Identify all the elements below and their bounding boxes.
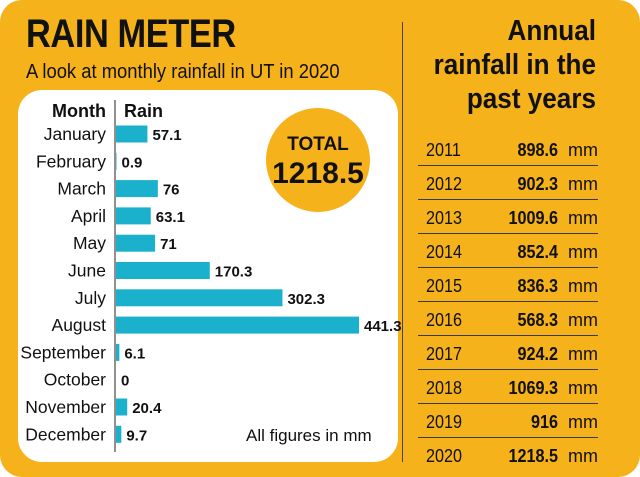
year-label: 2019 [426,412,463,432]
month-label: August [52,315,107,335]
data-label: 57.1 [152,127,181,144]
table-row: 2013 1009.6 mm [418,200,598,234]
table-row: 2018 1069.3 mm [418,370,598,404]
bar [116,289,283,307]
annual-rainfall-title: Annual rainfall in the past years [423,14,596,116]
column-divider [402,22,403,462]
month-label: July [75,288,106,308]
month-label: January [44,124,107,144]
total-label: TOTAL [287,134,349,155]
units-note: All figures in mm [246,426,372,445]
data-label: 6.1 [124,345,145,362]
year-label: 2016 [426,310,463,330]
bar [116,398,128,416]
subtitle: A look at monthly rainfall in UT in 2020 [26,61,340,83]
bar [116,125,148,143]
rainfall-value: 852.4 [517,242,558,262]
rainfall-value: 902.3 [517,174,558,194]
bar [116,234,156,252]
bar [116,316,359,334]
year-label: 2018 [426,378,463,398]
month-label: December [25,424,106,444]
rainfall-value: 1009.6 [508,208,558,228]
table-row: 2016 568.3 mm [418,302,598,336]
year-label: 2014 [426,242,463,262]
data-label: 0 [121,373,129,390]
rainfall-value: 836.3 [517,276,558,296]
rain-column-header: Rain [124,101,163,121]
unit-label: mm [568,140,598,160]
month-label: October [44,370,106,390]
data-label: 441.3 [364,318,402,335]
data-label: 20.4 [132,400,162,417]
data-label: 71 [160,236,177,253]
month-label: May [73,233,106,253]
bar [116,343,120,361]
annual-title-line: Annual [507,15,596,47]
unit-label: mm [568,344,598,364]
rainfall-value: 924.2 [517,344,558,364]
bars-group: January 57.1 February 0.9 March 76 April 63.1 Ma… [20,124,401,444]
month-label: April [71,206,106,226]
year-label: 2012 [426,174,463,194]
main-title: RAIN METER [26,12,236,56]
table-row: 2020 1218.5 mm [418,438,598,472]
year-label: 2011 [426,140,461,160]
unit-label: mm [568,378,598,398]
unit-label: mm [568,446,598,466]
data-label: 302.3 [287,291,325,308]
table-row: 2017 924.2 mm [418,336,598,370]
annual-title-line: rainfall in the [433,49,596,81]
bar [116,425,122,443]
table-row: 2014 852.4 mm [418,234,598,268]
unit-label: mm [568,174,598,194]
table-row: 2015 836.3 mm [418,268,598,302]
month-label: June [68,261,106,281]
unit-label: mm [568,208,598,228]
table-row: 2011 898.6 mm [418,132,598,166]
total-value: 1218.5 [272,157,364,190]
unit-label: mm [568,412,598,432]
rainfall-value: 898.6 [517,140,558,160]
annual-rainfall-table: 2011 898.6 mm 2012 902.3 mm 2013 1009.6 mm 2014 85… [418,132,598,472]
bar [116,207,151,225]
table-row: 2012 902.3 mm [418,166,598,200]
rainfall-value: 1218.5 [508,446,558,466]
month-column-header: Month [52,101,106,121]
month-label: September [20,342,106,362]
annual-title-line: past years [466,83,596,115]
year-label: 2015 [426,276,463,296]
unit-label: mm [568,310,598,330]
total-circle [266,108,370,212]
data-label: 76 [163,182,180,199]
unit-label: mm [568,242,598,262]
data-label: 9.7 [126,427,147,444]
year-label: 2013 [426,208,463,228]
rainfall-value: 568.3 [517,310,558,330]
bar [116,262,210,279]
data-label: 63.1 [156,209,185,226]
unit-label: mm [568,276,598,296]
rainfall-value: 916 [530,412,558,432]
month-label: March [57,179,106,199]
table-row: 2019 916 mm [418,404,598,438]
rainfall-value: 1069.3 [508,378,558,398]
year-label: 2020 [426,446,463,466]
month-label: February [36,151,106,171]
bar [116,180,158,198]
year-label: 2017 [426,344,463,364]
month-label: November [25,397,106,417]
data-label: 170.3 [215,264,253,281]
data-label: 0.9 [121,154,142,171]
